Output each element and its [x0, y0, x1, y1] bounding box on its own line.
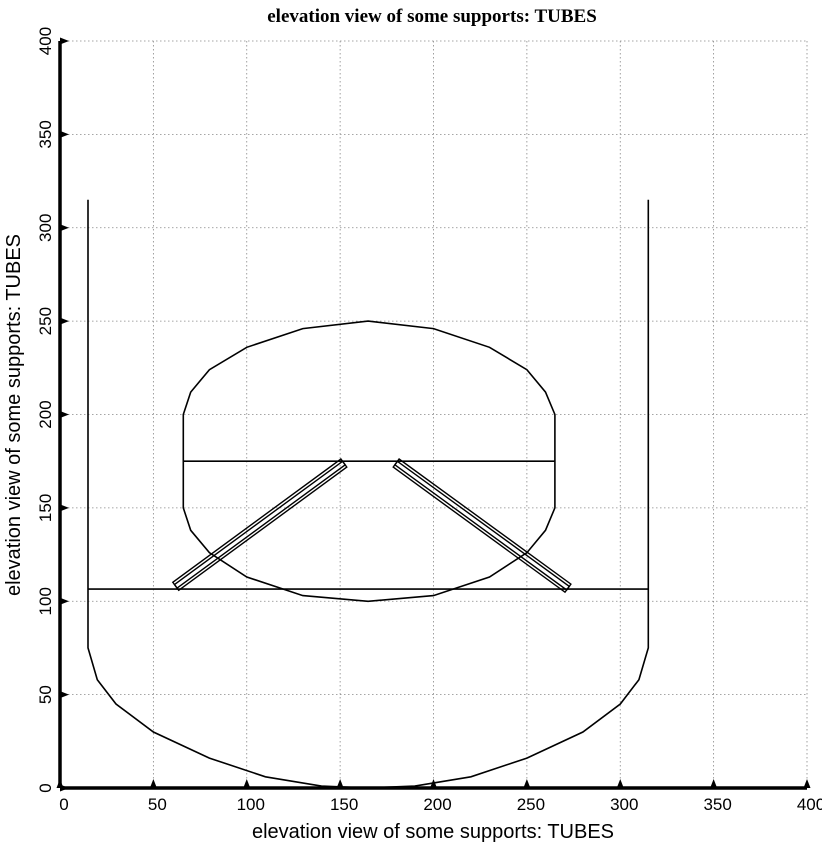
y-tick-label: 350 [36, 120, 55, 148]
y-tick-mark [60, 411, 69, 418]
x-tick-mark [430, 779, 437, 788]
y-axis-label: elevation view of some supports: TUBES [3, 234, 25, 596]
y-tick-label: 200 [36, 400, 55, 428]
axes [56, 37, 811, 792]
y-tick-label: 250 [36, 307, 55, 335]
x-tick-label: 150 [330, 795, 358, 814]
x-tick-label: 100 [237, 795, 265, 814]
y-tick-mark [60, 37, 69, 45]
x-tick-mark [149, 779, 157, 788]
y-tick-label: 150 [36, 494, 55, 522]
tube-inner-wall [173, 460, 347, 590]
x-tick-labels: 0 50 100 150 200 250 300 350 400 [59, 795, 822, 814]
y-tick-labels: 0 50 100 150 200 250 300 350 400 [36, 27, 55, 793]
x-axis-label: elevation view of some supports: TUBES [252, 821, 614, 843]
y-tick-label: 0 [36, 783, 55, 792]
y-tick-label: 100 [36, 587, 55, 615]
x-tick-label: 300 [610, 795, 638, 814]
left-tube [171, 458, 348, 592]
x-tick-label: 350 [703, 795, 731, 814]
x-tick-label: 400 [797, 795, 822, 814]
x-tick-label: 50 [148, 795, 167, 814]
x-tick-mark [803, 779, 811, 788]
y-tick-mark [60, 504, 69, 512]
support-geometry [87, 199, 650, 789]
y-tick-label: 50 [36, 685, 55, 704]
x-tick-mark [336, 779, 344, 788]
x-tick-mark [710, 779, 718, 788]
outer-vessel [87, 199, 650, 789]
x-tick-label: 250 [517, 795, 545, 814]
tube-outer-wall [171, 458, 348, 592]
y-tick-mark [60, 224, 69, 232]
y-tick-mark [60, 317, 69, 325]
x-tick-mark [616, 779, 624, 788]
support-tubes [171, 458, 572, 594]
chart-title: elevation view of some supports: TUBES [267, 6, 597, 27]
x-tick-mark [243, 779, 251, 788]
right-tube [392, 458, 572, 594]
x-tick-mark [523, 779, 531, 788]
y-tick-mark [60, 130, 69, 138]
tube-inner-wall [393, 460, 571, 591]
y-tick-mark [60, 691, 69, 699]
y-tick-label: 300 [36, 214, 55, 242]
y-tick-mark [60, 597, 69, 605]
y-tick-mark [60, 784, 69, 792]
tube-outer-wall [392, 458, 572, 594]
y-tick-label: 400 [36, 27, 55, 55]
grid-lines [59, 40, 808, 789]
x-tick-label: 200 [423, 795, 451, 814]
x-tick-label: 0 [59, 795, 68, 814]
